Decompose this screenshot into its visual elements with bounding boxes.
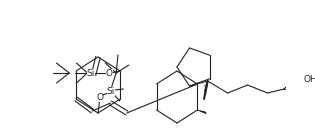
Text: Si: Si xyxy=(87,69,95,78)
Text: O: O xyxy=(96,92,103,101)
Text: O: O xyxy=(106,69,113,78)
Text: OH: OH xyxy=(304,75,315,84)
Text: Si: Si xyxy=(106,86,115,95)
